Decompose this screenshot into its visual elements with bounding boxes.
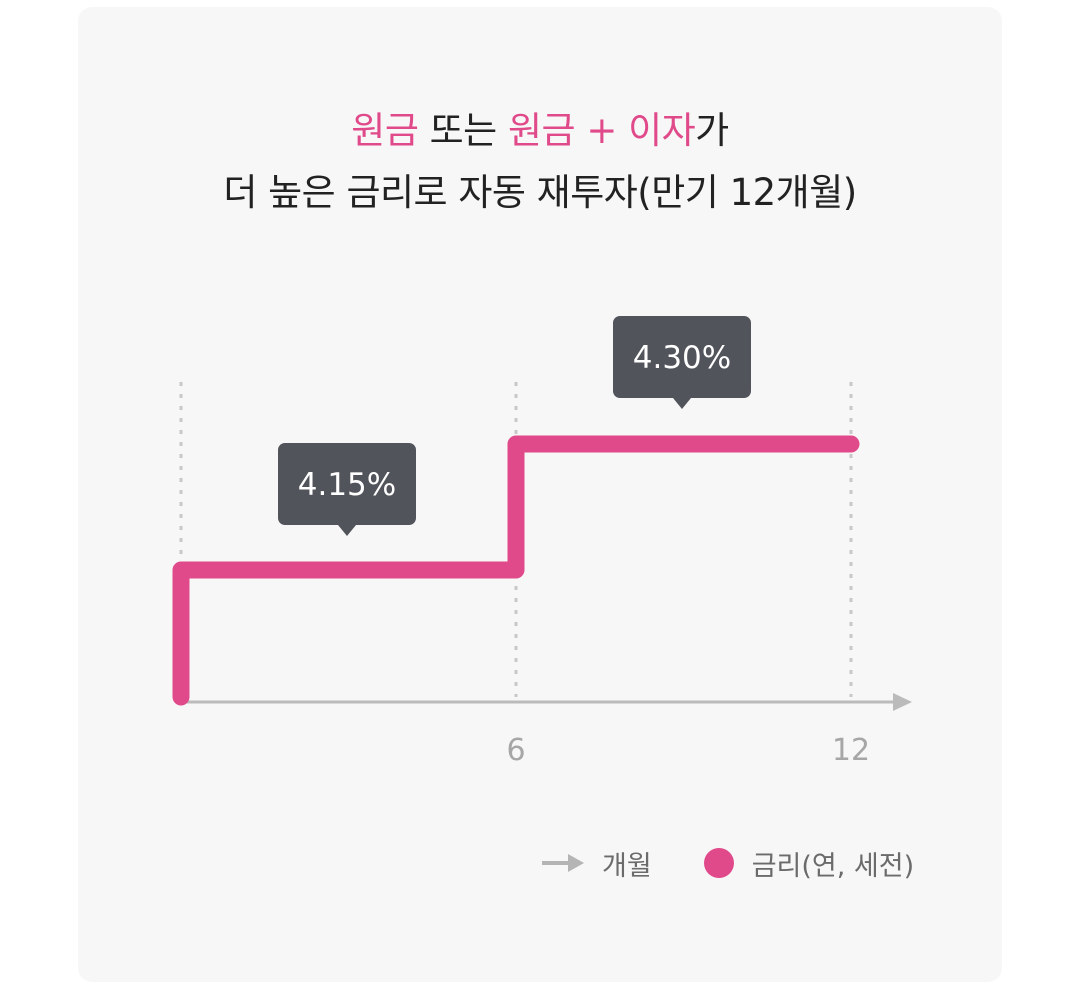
series-rate xyxy=(172,435,860,706)
callout-4.15%: 4.15% xyxy=(278,443,416,536)
title-text-or: 또는 xyxy=(418,109,508,152)
callout-box xyxy=(278,443,416,525)
title-line-2: 더 높은 금리로 자동 재투자(만기 12개월) xyxy=(223,171,857,214)
callout-pointer xyxy=(338,525,356,536)
callout-4.30%: 4.30% xyxy=(613,316,751,409)
legend-item-rate: 금리(연, 세전) xyxy=(652,844,914,883)
legend-label-months: 개월 xyxy=(602,850,652,882)
rate-step-line xyxy=(172,435,860,706)
x-axis xyxy=(181,693,912,711)
rate-callouts: 4.15% 4.30% xyxy=(278,316,751,536)
title-highlight-principal: 원금 xyxy=(351,109,419,152)
legend: 개월 금리(연, 세전) xyxy=(540,843,914,883)
dot-icon xyxy=(703,848,734,878)
callout-label: 4.30% xyxy=(633,340,731,376)
arrow-right-icon xyxy=(542,854,584,872)
title-highlight-principal-interest: 원금 + 이자 xyxy=(507,109,696,152)
chart-title: 원금 또는 원금 + 이자가 더 높은 금리로 자동 재투자(만기 12개월) xyxy=(0,100,1080,224)
title-line-1: 원금 또는 원금 + 이자가 xyxy=(0,100,1080,162)
x-tick-labels: 6 12 xyxy=(506,733,870,768)
callout-pointer xyxy=(673,398,691,409)
legend-label-rate: 금리(연, 세전) xyxy=(751,850,915,882)
title-text-ga: 가 xyxy=(695,109,729,152)
x-axis-arrow-icon xyxy=(893,693,912,711)
x-tick-label-6: 6 xyxy=(506,733,525,768)
x-tick-label-12: 12 xyxy=(832,733,870,768)
callout-box xyxy=(613,316,751,398)
callout-label: 4.15% xyxy=(298,467,396,503)
legend-item-months: 개월 xyxy=(540,843,652,883)
chart-card xyxy=(78,7,1002,982)
